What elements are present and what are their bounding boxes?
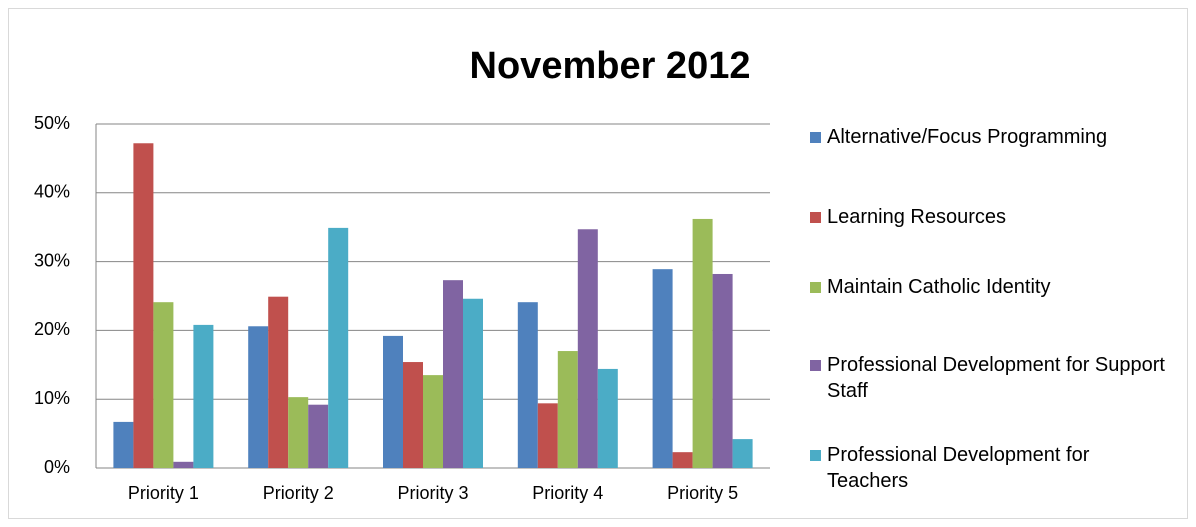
bar <box>133 143 154 469</box>
bar <box>193 324 214 468</box>
y-tick-label: 0% <box>44 457 70 477</box>
bar <box>463 298 483 468</box>
bar <box>597 368 618 468</box>
bar <box>443 280 463 468</box>
legend-swatch <box>810 132 821 143</box>
x-tick-label: Priority 5 <box>667 483 738 503</box>
bar <box>712 273 733 468</box>
bar <box>517 302 538 468</box>
x-tick-label: Priority 1 <box>128 483 199 503</box>
legend-label: Professional Development for Support Sta… <box>827 354 1165 402</box>
bar <box>652 269 673 468</box>
bar <box>173 461 194 468</box>
legend-item: Maintain Catholic Identity <box>810 274 1180 300</box>
bar <box>577 229 598 468</box>
legend-swatch <box>810 212 821 223</box>
legend-swatch <box>810 450 821 461</box>
bar <box>328 227 349 468</box>
legend-item: Alternative/Focus Programming <box>810 124 1180 150</box>
bar <box>732 439 753 468</box>
bar <box>308 404 329 468</box>
legend-item: Learning Resources <box>810 204 1180 230</box>
legend-label: Learning Resources <box>827 206 1006 228</box>
bar <box>403 362 423 468</box>
chart-title: November 2012 <box>470 45 751 87</box>
bar <box>423 375 443 468</box>
bar <box>537 403 558 468</box>
x-tick-label: Priority 3 <box>397 483 468 503</box>
legend-label: Professional Development for Teachers <box>827 444 1090 492</box>
legend-swatch <box>810 360 821 371</box>
bar <box>248 326 269 468</box>
bar <box>153 302 174 468</box>
y-tick-label: 10% <box>34 388 70 408</box>
legend-label: Maintain Catholic Identity <box>827 276 1051 298</box>
bar <box>383 335 403 468</box>
bar <box>288 397 309 468</box>
y-tick-label: 30% <box>34 250 70 270</box>
bar <box>672 452 693 468</box>
bar <box>113 421 134 468</box>
y-tick-label: 20% <box>34 319 70 339</box>
x-tick-label: Priority 2 <box>263 483 334 503</box>
bar <box>692 218 713 468</box>
y-tick-label: 50% <box>34 113 70 133</box>
chart-border <box>8 8 1188 519</box>
bar <box>268 296 289 468</box>
legend-item: Professional Development for Support Sta… <box>810 352 1180 404</box>
legend-swatch <box>810 282 821 293</box>
bar <box>557 351 578 468</box>
y-tick-label: 40% <box>34 182 70 202</box>
legend-label: Alternative/Focus Programming <box>827 126 1108 148</box>
x-tick-label: Priority 4 <box>532 483 603 503</box>
legend-item: Professional Development for Teachers <box>810 442 1180 494</box>
